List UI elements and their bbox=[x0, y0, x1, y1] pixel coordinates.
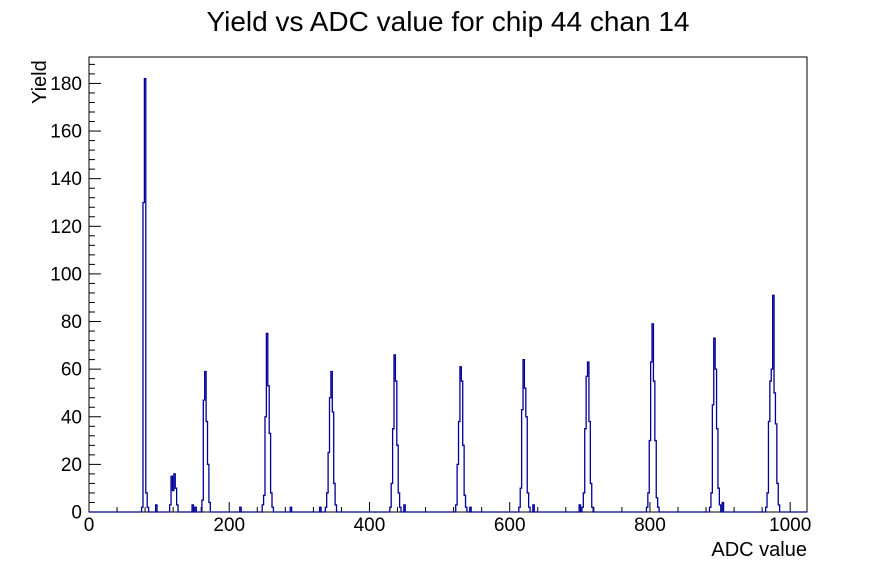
y-tick-label: 20 bbox=[61, 455, 82, 476]
x-tick-label: 1000 bbox=[769, 515, 811, 536]
y-tick-label: 60 bbox=[61, 360, 82, 381]
y-axis-tick-labels: 0 20 40 60 80 100 120 140 160 180 bbox=[50, 74, 82, 524]
y-tick-label: 100 bbox=[50, 264, 82, 285]
x-tick-label: 800 bbox=[634, 515, 666, 536]
y-tick-label: 180 bbox=[50, 74, 82, 95]
y-tick-label: 140 bbox=[50, 169, 82, 190]
x-axis-title: ADC value bbox=[711, 539, 807, 561]
y-axis-ticks bbox=[89, 63, 101, 513]
y-tick-label: 40 bbox=[61, 407, 82, 428]
x-tick-label: 200 bbox=[213, 515, 245, 536]
y-axis-title: Yield bbox=[29, 60, 51, 104]
x-axis-ticks bbox=[88, 502, 791, 512]
x-tick-label: 0 bbox=[84, 515, 95, 536]
x-axis-tick-labels: 0 200 400 600 800 1000 bbox=[84, 515, 812, 536]
frame-rect bbox=[88, 56, 808, 513]
plot-frame bbox=[88, 56, 808, 513]
histogram-step-line bbox=[89, 78, 807, 513]
plot-title: Yield vs ADC value for chip 44 chan 14 bbox=[206, 6, 689, 37]
x-tick-label: 600 bbox=[494, 515, 526, 536]
y-tick-label: 160 bbox=[50, 122, 82, 143]
y-tick-label: 80 bbox=[61, 312, 82, 333]
y-tick-label: 0 bbox=[71, 503, 82, 524]
x-tick-label: 400 bbox=[354, 515, 386, 536]
y-tick-label: 120 bbox=[50, 217, 82, 238]
